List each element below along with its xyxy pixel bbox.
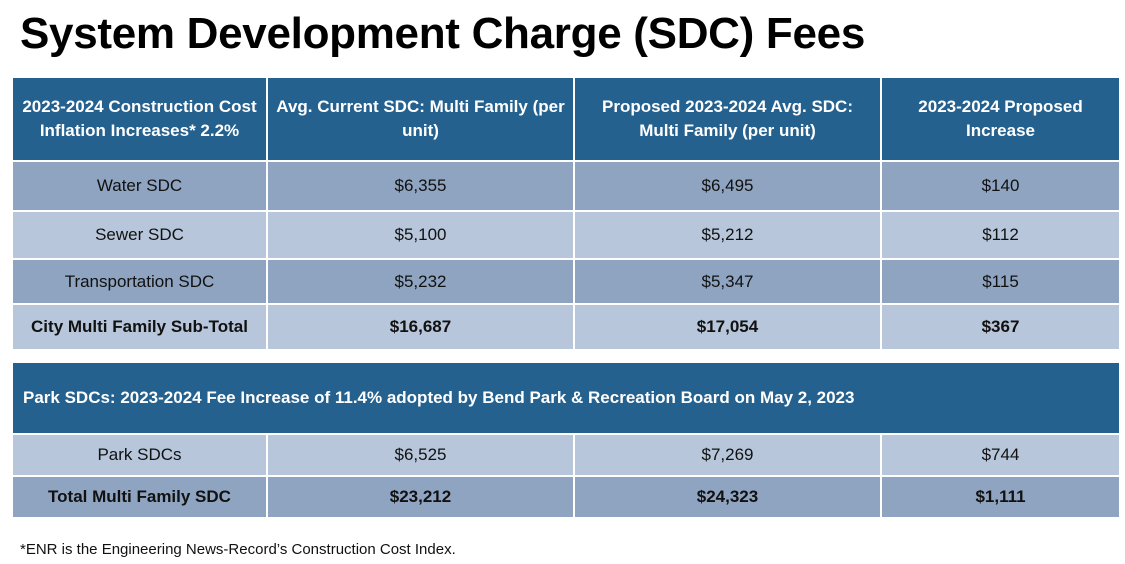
row-current: $23,212	[266, 475, 575, 519]
row-label: Transportation SDC	[11, 258, 268, 305]
header-proposed-sdc: Proposed 2023-2024 Avg. SDC: Multi Famil…	[573, 76, 882, 162]
table-row-water: Water SDC $6,355 $6,495 $140	[11, 160, 1121, 212]
row-proposed: $5,347	[573, 258, 882, 305]
row-increase: $744	[880, 433, 1121, 477]
table-row-park: Park SDCs $6,525 $7,269 $744	[11, 433, 1121, 477]
row-proposed: $7,269	[573, 433, 882, 477]
row-increase: $367	[880, 303, 1121, 351]
row-label: City Multi Family Sub-Total	[11, 303, 268, 351]
row-proposed: $17,054	[573, 303, 882, 351]
header-increase: 2023-2024 Proposed Increase	[880, 76, 1121, 162]
row-proposed: $6,495	[573, 160, 882, 212]
table-header-row: 2023-2024 Construction Cost Inflation In…	[11, 76, 1121, 162]
row-label: Sewer SDC	[11, 210, 268, 260]
row-current: $6,525	[266, 433, 575, 477]
row-current: $5,232	[266, 258, 575, 305]
table-row-total: Total Multi Family SDC $23,212 $24,323 $…	[11, 475, 1121, 519]
row-current: $5,100	[266, 210, 575, 260]
header-current-sdc: Avg. Current SDC: Multi Family (per unit…	[266, 76, 575, 162]
row-increase: $1,111	[880, 475, 1121, 519]
row-label: Water SDC	[11, 160, 268, 212]
page-title: System Development Charge (SDC) Fees	[20, 9, 866, 58]
row-label: Park SDCs	[11, 433, 268, 477]
row-increase: $115	[880, 258, 1121, 305]
row-label: Total Multi Family SDC	[11, 475, 268, 519]
sdc-fees-table: 2023-2024 Construction Cost Inflation In…	[11, 76, 1121, 519]
row-increase: $112	[880, 210, 1121, 260]
row-current: $16,687	[266, 303, 575, 351]
header-inflation: 2023-2024 Construction Cost Inflation In…	[11, 76, 268, 162]
footnote: *ENR is the Engineering News-Record’s Co…	[20, 541, 456, 558]
table-spacer	[12, 350, 1120, 362]
row-current: $6,355	[266, 160, 575, 212]
row-proposed: $5,212	[573, 210, 882, 260]
table-row-subtotal: City Multi Family Sub-Total $16,687 $17,…	[11, 303, 1121, 351]
table-row-sewer: Sewer SDC $5,100 $5,212 $112	[11, 210, 1121, 260]
row-proposed: $24,323	[573, 475, 882, 519]
row-increase: $140	[880, 160, 1121, 212]
table-row-transportation: Transportation SDC $5,232 $5,347 $115	[11, 258, 1121, 305]
park-header-row: Park SDCs: 2023-2024 Fee Increase of 11.…	[11, 361, 1121, 435]
park-header: Park SDCs: 2023-2024 Fee Increase of 11.…	[11, 361, 1121, 435]
